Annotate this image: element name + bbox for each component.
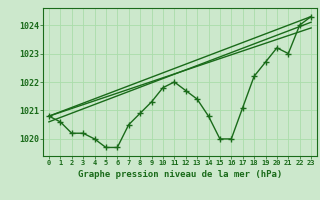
X-axis label: Graphe pression niveau de la mer (hPa): Graphe pression niveau de la mer (hPa) <box>78 170 282 179</box>
